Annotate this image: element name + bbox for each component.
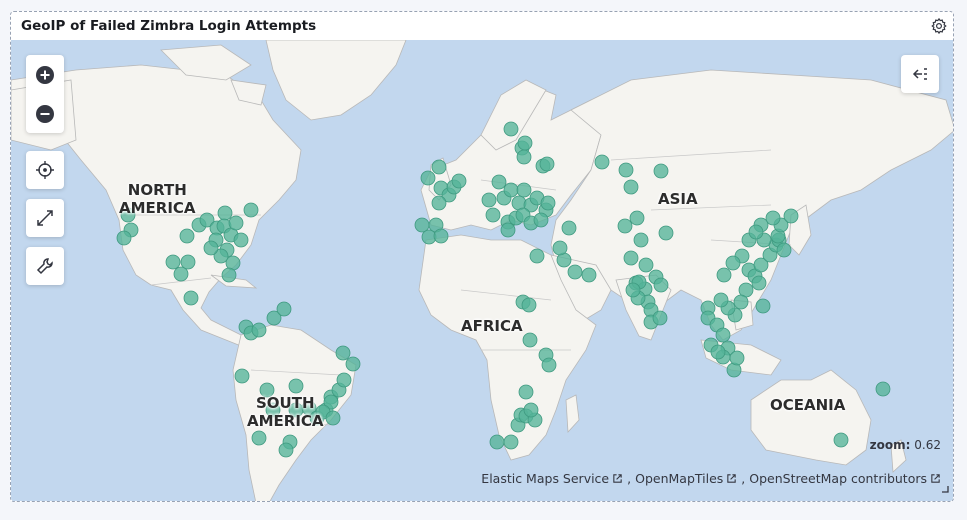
label-asia: ASIA bbox=[658, 190, 698, 208]
australia-land bbox=[750, 369, 872, 466]
map-canvas[interactable]: NORTH AMERICA SOUTH AMERICA AFRICA ASIA … bbox=[11, 40, 953, 501]
scandinavia-land bbox=[480, 79, 547, 151]
failed-login-points bbox=[116, 121, 891, 458]
attribution-link-ems[interactable]: Elastic Maps Service bbox=[481, 471, 623, 486]
plus-circle-icon bbox=[36, 65, 54, 84]
tools-button[interactable] bbox=[26, 247, 64, 285]
asia-land bbox=[550, 69, 953, 341]
greenland-land bbox=[265, 40, 407, 121]
label-south-america: SOUTH AMERICA bbox=[247, 394, 324, 430]
resize-handle-icon[interactable] bbox=[941, 478, 949, 497]
label-north-america: NORTH AMERICA bbox=[119, 181, 196, 217]
madagascar-land bbox=[565, 394, 580, 433]
external-link-icon bbox=[727, 474, 736, 483]
wrench-icon bbox=[36, 258, 53, 275]
attribution-link-openmaptiles[interactable]: OpenMapTiles bbox=[635, 471, 737, 486]
world-map bbox=[11, 40, 953, 501]
zoom-controls bbox=[26, 55, 64, 133]
zoom-readout: zoom: 0.62 bbox=[870, 438, 941, 452]
external-link-icon bbox=[931, 474, 940, 483]
land-masses bbox=[11, 40, 953, 501]
label-oceania: OCEANIA bbox=[770, 396, 846, 414]
panel-header: GeoIP of Failed Zimbra Login Attempts bbox=[11, 12, 953, 40]
external-link-icon bbox=[613, 474, 622, 483]
arctic-islands-land bbox=[160, 44, 252, 81]
zoom-out-button[interactable] bbox=[26, 94, 64, 133]
expand-icon bbox=[37, 210, 53, 226]
attribution-link-osm[interactable]: OpenStreetMap contributors bbox=[749, 471, 941, 486]
country-borders bbox=[121, 149, 792, 426]
zoom-label: zoom: bbox=[869, 438, 911, 452]
minus-circle-icon bbox=[36, 104, 54, 123]
locate-button[interactable] bbox=[26, 151, 64, 189]
africa-land bbox=[418, 234, 597, 461]
map-attribution: Elastic Maps Service, OpenMapTiles, Open… bbox=[481, 471, 941, 486]
map-panel: GeoIP of Failed Zimbra Login Attempts bbox=[10, 11, 954, 502]
zoom-value: 0.62 bbox=[914, 438, 941, 452]
crosshair-icon bbox=[36, 161, 54, 179]
gear-icon[interactable] bbox=[927, 14, 951, 38]
zoom-in-button[interactable] bbox=[26, 55, 64, 94]
panel-title: GeoIP of Failed Zimbra Login Attempts bbox=[21, 18, 317, 34]
layer-control-button[interactable] bbox=[901, 55, 939, 93]
new-zealand-land bbox=[890, 439, 907, 473]
fullscreen-button[interactable] bbox=[26, 199, 64, 237]
label-africa: AFRICA bbox=[461, 317, 523, 335]
collapse-left-icon bbox=[912, 68, 927, 80]
